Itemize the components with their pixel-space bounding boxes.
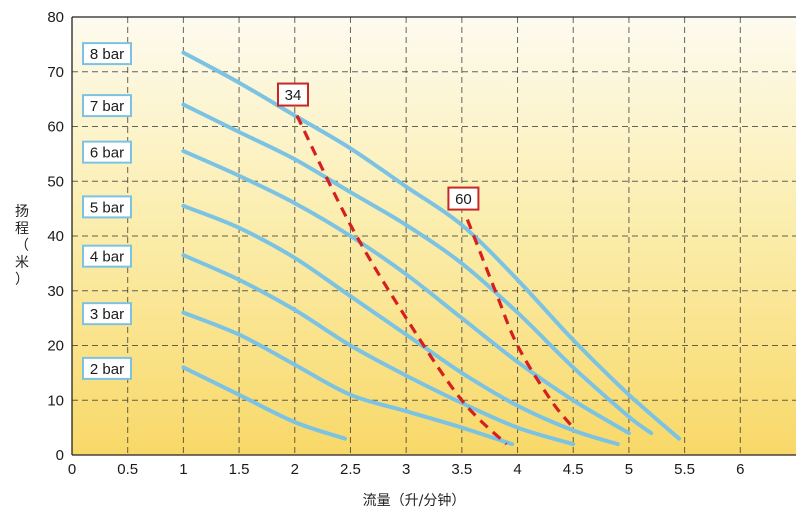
curve-labels: 8 bar 7 bar 6 bar 5 bar 4 bar 3 bar 2 bar 34 60 [82, 42, 480, 380]
efficiency-label-34: 34 [276, 82, 309, 107]
pressure-curves [181, 50, 681, 447]
pressure-curve-7-bar [181, 102, 654, 436]
curve-label-3-bar: 3 bar [82, 302, 132, 326]
curve-label-box [82, 94, 132, 118]
curve-label-5-bar: 5 bar [82, 195, 132, 219]
curve-label-6-bar: 6 bar [82, 140, 132, 164]
efficiency-label-text: 60 [455, 191, 472, 208]
x-tick-label: 6 [736, 461, 744, 478]
curve-label-4-bar: 4 bar [82, 244, 132, 268]
tick-labels: 0 0.5 1 1.5 2 2.5 3 3.5 4 4.5 5 5.5 6010203040506070… [47, 9, 744, 478]
y-tick-label: 0 [56, 447, 64, 464]
curve-label-text: 7 bar [90, 98, 124, 115]
y-axis-title-char: 米 [15, 255, 29, 271]
efficiency-line-60 [465, 219, 575, 429]
x-tick-label: 3.5 [451, 461, 472, 478]
efficiency-label-60: 60 [447, 186, 480, 211]
x-tick-label: 1 [179, 461, 187, 478]
y-tick-label: 60 [47, 119, 64, 136]
curve-label-7-bar: 7 bar [82, 94, 132, 118]
x-tick-label: 0.5 [117, 461, 138, 478]
x-axis-title: 流量（升/分钟） [363, 492, 466, 509]
y-tick-label: 80 [47, 9, 64, 26]
curve-label-box [82, 244, 132, 268]
pressure-curve-5-bar [181, 203, 620, 447]
pressure-curve-2-bar [181, 365, 347, 441]
x-tick-label: 4.5 [563, 461, 584, 478]
efficiency-label-box [447, 186, 480, 211]
curve-label-box [82, 140, 132, 164]
y-tick-label: 10 [47, 392, 64, 409]
curve-label-box [82, 302, 132, 326]
y-tick-label: 30 [47, 283, 64, 300]
y-axis-title-char: 程 [15, 221, 29, 237]
curve-label-text: 6 bar [90, 145, 124, 162]
curve-label-box [82, 356, 132, 380]
pressure-curve-4-bar [181, 253, 576, 447]
curve-label-text: 8 bar [90, 46, 124, 63]
curve-label-text: 2 bar [90, 361, 124, 378]
x-tick-label: 2.5 [340, 461, 361, 478]
axes [71, 16, 796, 456]
y-axis-title: 扬程（米） [15, 204, 29, 288]
pressure-curve-8-bar [181, 50, 681, 441]
efficiency-lines [295, 114, 575, 446]
y-tick-label: 50 [47, 173, 64, 190]
x-tick-label: 0 [68, 461, 76, 478]
y-axis-title-char: ） [15, 272, 29, 288]
x-tick-label: 2 [291, 461, 299, 478]
curve-label-text: 4 bar [90, 249, 124, 266]
y-axis-title-char: （ [15, 238, 29, 254]
pressure-curve-3-bar [181, 310, 514, 447]
x-tick-label: 3 [402, 461, 410, 478]
axis-titles: 流量（升/分钟） 扬程（米） [15, 204, 465, 509]
y-axis-title-char: 扬 [15, 204, 29, 220]
curve-label-box [82, 42, 132, 66]
curve-label-2-bar: 2 bar [82, 356, 132, 380]
y-tick-label: 70 [47, 64, 64, 81]
curve-label-8-bar: 8 bar [82, 42, 132, 66]
pressure-curve-6-bar [181, 149, 631, 436]
x-tick-label: 1.5 [229, 461, 250, 478]
curve-label-text: 3 bar [90, 306, 124, 323]
efficiency-label-text: 34 [285, 87, 302, 104]
curve-label-box [82, 195, 132, 219]
efficiency-label-box [276, 82, 309, 107]
curve-label-text: 5 bar [90, 199, 124, 216]
x-tick-label: 5 [625, 461, 633, 478]
x-tick-label: 5.5 [674, 461, 695, 478]
x-tick-label: 4 [513, 461, 521, 478]
y-tick-label: 20 [47, 338, 64, 355]
y-tick-label: 40 [47, 228, 64, 245]
